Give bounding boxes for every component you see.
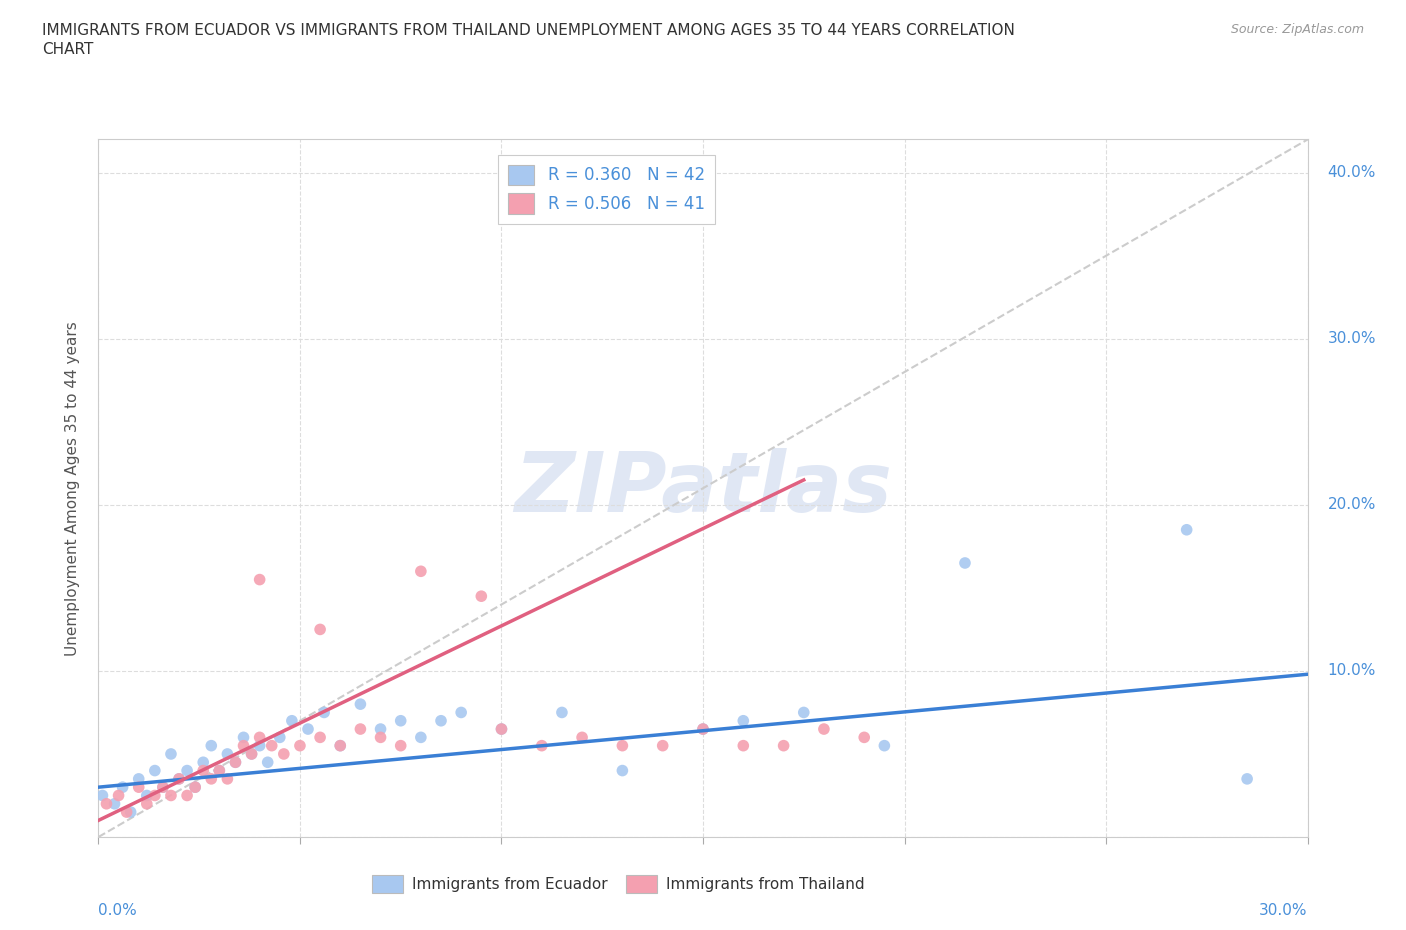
Point [160, 788, 183, 803]
Point [143, 788, 166, 803]
Point [409, 564, 432, 578]
Point [115, 804, 138, 819]
Legend: Immigrants from Ecuador, Immigrants from Thailand: Immigrants from Ecuador, Immigrants from… [366, 870, 870, 899]
Text: IMMIGRANTS FROM ECUADOR VS IMMIGRANTS FROM THAILAND UNEMPLOYMENT AMONG AGES 35 T: IMMIGRANTS FROM ECUADOR VS IMMIGRANTS FR… [42, 23, 1015, 38]
Point [224, 755, 246, 770]
Point [349, 722, 371, 737]
Point [692, 722, 714, 737]
Point [167, 772, 190, 787]
Point [96, 796, 118, 811]
Point [249, 738, 271, 753]
Point [370, 730, 392, 745]
Point [389, 713, 412, 728]
Point [184, 779, 207, 794]
Point [370, 722, 392, 737]
Point [111, 779, 134, 794]
Point [128, 779, 150, 794]
Point [612, 764, 634, 778]
Point [733, 713, 755, 728]
Point [530, 738, 553, 753]
Point [143, 764, 166, 778]
Text: Source: ZipAtlas.com: Source: ZipAtlas.com [1230, 23, 1364, 36]
Point [240, 747, 263, 762]
Text: 10.0%: 10.0% [1327, 663, 1376, 678]
Point [135, 788, 157, 803]
Point [853, 730, 876, 745]
Y-axis label: Unemployment Among Ages 35 to 44 years: Unemployment Among Ages 35 to 44 years [65, 321, 80, 656]
Point [167, 772, 190, 787]
Text: CHART: CHART [42, 42, 94, 57]
Point [128, 772, 150, 787]
Point [193, 764, 215, 778]
Point [273, 747, 295, 762]
Point [491, 722, 513, 737]
Point [91, 788, 114, 803]
Point [249, 572, 271, 587]
Point [200, 772, 222, 787]
Point [184, 779, 207, 794]
Text: ZIPatlas: ZIPatlas [515, 447, 891, 529]
Point [409, 730, 432, 745]
Point [208, 764, 231, 778]
Text: 40.0%: 40.0% [1327, 166, 1376, 180]
Point [135, 796, 157, 811]
Point [232, 730, 254, 745]
Point [571, 730, 593, 745]
Point [224, 755, 246, 770]
Point [208, 764, 231, 778]
Point [120, 804, 142, 819]
Point [651, 738, 673, 753]
Point [551, 705, 574, 720]
Point [103, 796, 125, 811]
Point [733, 738, 755, 753]
Point [288, 738, 311, 753]
Point [612, 738, 634, 753]
Point [430, 713, 453, 728]
Point [793, 705, 815, 720]
Point [240, 747, 263, 762]
Point [152, 779, 174, 794]
Point [772, 738, 794, 753]
Point [193, 755, 215, 770]
Text: 30.0%: 30.0% [1260, 903, 1308, 919]
Point [152, 779, 174, 794]
Point [389, 738, 412, 753]
Point [217, 747, 239, 762]
Point [176, 788, 198, 803]
Text: 30.0%: 30.0% [1327, 331, 1376, 346]
Point [256, 755, 278, 770]
Point [107, 788, 129, 803]
Point [217, 772, 239, 787]
Point [249, 730, 271, 745]
Point [1175, 523, 1198, 538]
Point [232, 738, 254, 753]
Point [314, 705, 336, 720]
Point [450, 705, 472, 720]
Point [329, 738, 352, 753]
Point [200, 738, 222, 753]
Point [349, 697, 371, 711]
Point [1236, 772, 1258, 787]
Point [260, 738, 283, 753]
Point [176, 764, 198, 778]
Text: 20.0%: 20.0% [1327, 498, 1376, 512]
Point [470, 589, 492, 604]
Point [873, 738, 896, 753]
Point [329, 738, 352, 753]
Point [692, 722, 714, 737]
Point [309, 730, 332, 745]
Point [491, 722, 513, 737]
Point [297, 722, 319, 737]
Point [281, 713, 304, 728]
Text: 0.0%: 0.0% [98, 903, 138, 919]
Point [269, 730, 291, 745]
Point [309, 622, 332, 637]
Point [953, 555, 976, 570]
Point [813, 722, 835, 737]
Point [160, 747, 183, 762]
